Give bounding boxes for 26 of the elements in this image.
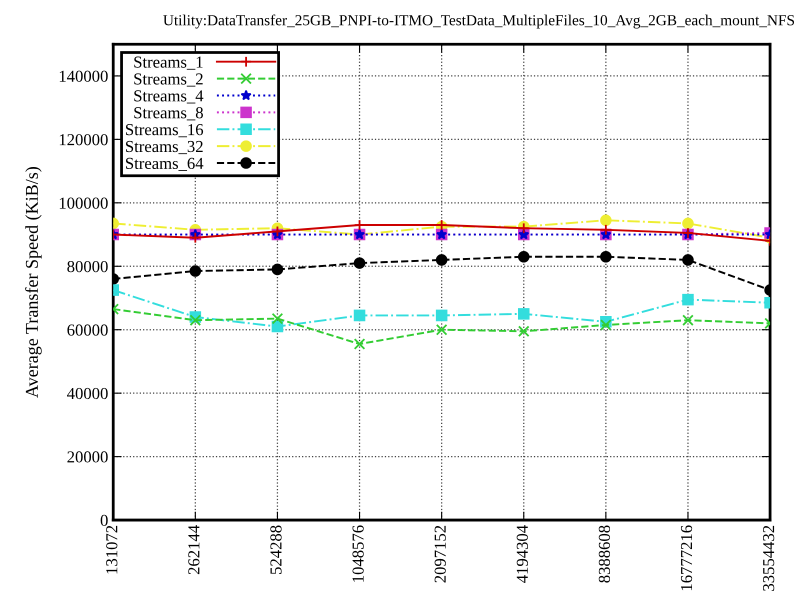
- x-tick-label: 16777216: [680, 525, 692, 590]
- legend-label: Streams_8: [134, 107, 203, 120]
- y-axis-title: Average Transfer Speed (KiB/s): [25, 167, 42, 398]
- y-tick-label: 0: [100, 514, 108, 526]
- legend-label: Streams_16: [126, 124, 204, 138]
- y-tick-label: 140000: [60, 70, 108, 82]
- x-tick-label: 8388608: [598, 526, 610, 583]
- x-tick-label: 524288: [270, 526, 282, 574]
- y-tick-label: 100000: [60, 198, 108, 209]
- legend-label: Streams_32: [126, 140, 203, 154]
- x-tick-label: 4194304: [516, 525, 528, 583]
- x-tick-label: 262144: [188, 525, 200, 574]
- x-tick-label: 2097152: [434, 526, 446, 583]
- y-tick-label: 60000: [67, 324, 108, 336]
- legend-label: Streams_2: [134, 73, 203, 87]
- chart-title: Utility:DataTransfer_25GB_PNPI-to-ITMO_TestData_MultipleFiles_10_Avg_2GB_each_mount_NFS: [163, 14, 794, 29]
- y-tick-label: 20000: [67, 451, 108, 463]
- y-tick-label: 40000: [67, 388, 108, 400]
- y-tick-label: 120000: [60, 134, 108, 146]
- legend-label: Streams_4: [134, 90, 204, 104]
- x-tick-label: 131072: [106, 526, 118, 574]
- legend-label: Streams_1: [134, 56, 203, 70]
- x-tick-label: 33554432: [763, 526, 774, 591]
- legend-label: Streams_64: [126, 158, 204, 171]
- y-tick-label: 80000: [67, 260, 108, 272]
- x-tick-label: 1048576: [352, 525, 364, 582]
